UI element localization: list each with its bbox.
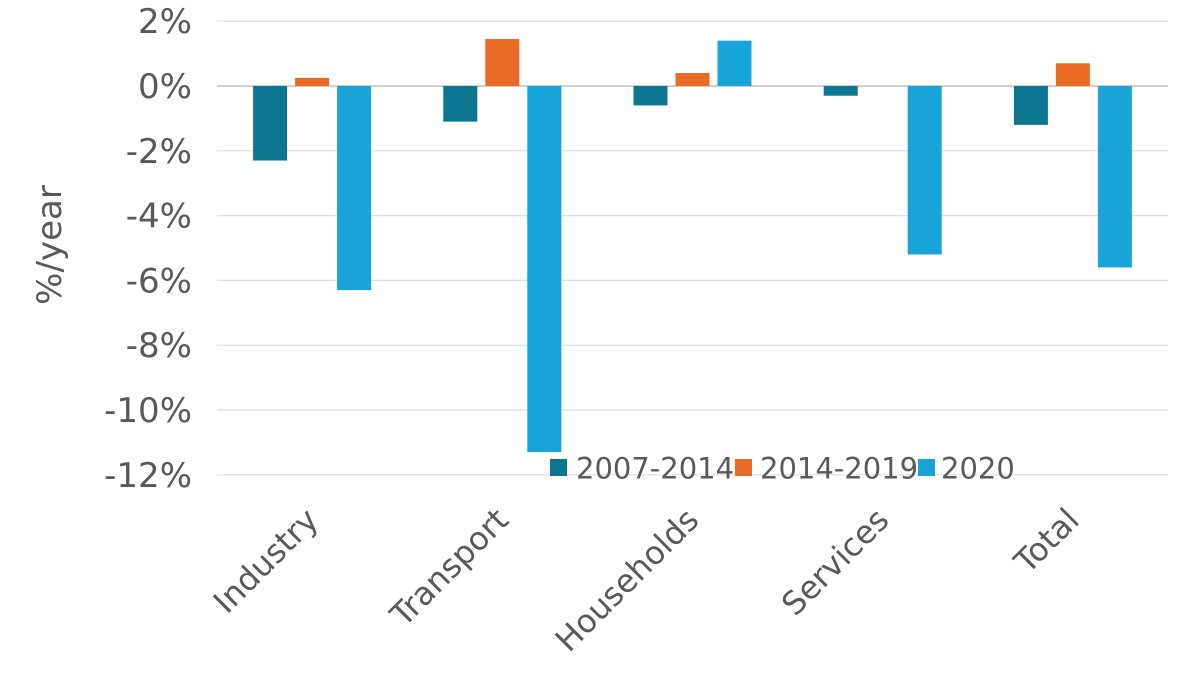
y-axis-title: %/year [30,185,70,305]
y-tick-label: -2% [126,132,192,172]
legend-swatch-2020 [918,459,935,476]
y-tick-label: -4% [126,197,192,237]
x-category-label-Transport: Transport [382,501,516,635]
bar-2007-2014-Services [823,86,858,96]
bar-2020-Households [717,40,752,86]
legend-swatch-2007-2014 [550,459,567,476]
bar-2007-2014-Transport [443,86,478,122]
bar-2020-Services [907,86,942,255]
bar-2014-2019-Households [675,73,710,86]
bar-2014-2019-Transport [485,39,520,86]
legend-label-2020: 2020 [941,452,1015,486]
y-tick-label: -12% [104,456,192,496]
y-tick-label: -8% [126,326,192,366]
y-tick-label: -6% [126,261,192,301]
bar-2020-Industry [337,86,372,291]
legend-label-2014-2019: 2014-2019 [760,452,918,486]
y-tick-label: -10% [104,391,192,431]
bar-2020-Transport [527,86,562,453]
bar-2014-2019-Total [1055,63,1090,86]
bar-2007-2014-Total [1013,86,1048,125]
x-category-label-Households: Households [548,501,706,659]
bar-2020-Total [1097,86,1132,268]
y-tick-label: 0% [138,67,192,107]
x-category-label-Industry: Industry [206,501,326,621]
legend-swatch-2014-2019 [735,459,752,476]
bar-2014-2019-Industry [295,77,330,86]
legend-label-2007-2014: 2007-2014 [576,452,734,486]
bar-2007-2014-Households [633,86,668,106]
y-tick-label: 2% [138,2,192,42]
bar-2007-2014-Industry [253,86,288,161]
x-category-label-Services: Services [774,501,896,623]
x-category-label-Total: Total [1006,501,1086,581]
